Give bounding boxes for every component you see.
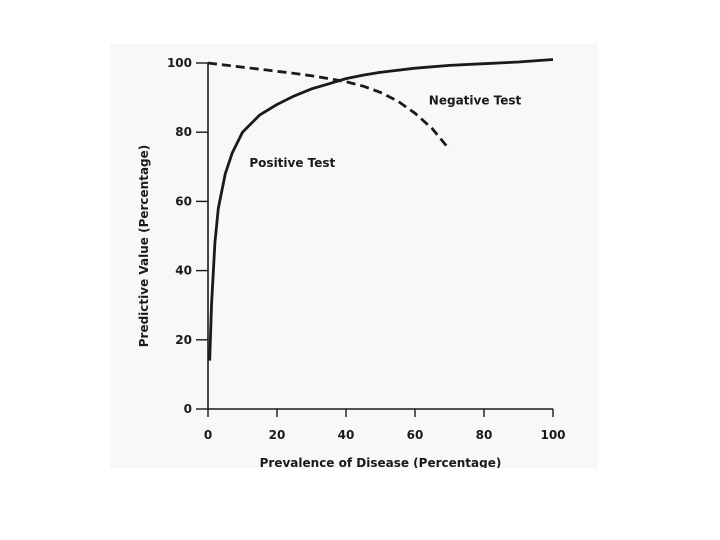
x-tick-label: 20 <box>269 428 286 442</box>
negative-test-line <box>207 61 451 151</box>
labels: Prevalence of Disease (Percentage) Predic… <box>137 94 522 468</box>
x-tick-label: 40 <box>338 428 355 442</box>
y-tick-label: 0 <box>184 402 192 416</box>
negative-test-label: Negative Test <box>429 94 522 108</box>
axes <box>207 63 553 410</box>
y-tick-label: 20 <box>175 333 192 347</box>
y-tick-label: 60 <box>175 194 192 208</box>
positive-test-label: Positive Test <box>249 156 335 170</box>
x-tick-label: 80 <box>476 428 493 442</box>
y-tick-label: 40 <box>175 264 192 278</box>
x-tick-label: 60 <box>407 428 424 442</box>
x-axis-title: Prevalence of Disease (Percentage) <box>260 456 502 468</box>
line-chart: 0 20 40 60 80 100 0 20 40 60 80 100 Prevalence of D… <box>137 56 566 468</box>
x-tick-label: 0 <box>204 428 212 442</box>
x-tick-label: 100 <box>540 428 565 442</box>
series-layer <box>207 58 554 361</box>
positive-test-line <box>208 58 554 361</box>
y-axis-title: Predictive Value (Percentage) <box>137 145 151 348</box>
ticks: 0 20 40 60 80 100 0 20 40 60 80 100 <box>167 56 566 442</box>
chart-figure: 0 20 40 60 80 100 0 20 40 60 80 100 Prevalence of D… <box>110 44 598 468</box>
y-tick-label: 100 <box>167 56 192 70</box>
y-tick-label: 80 <box>175 125 192 139</box>
